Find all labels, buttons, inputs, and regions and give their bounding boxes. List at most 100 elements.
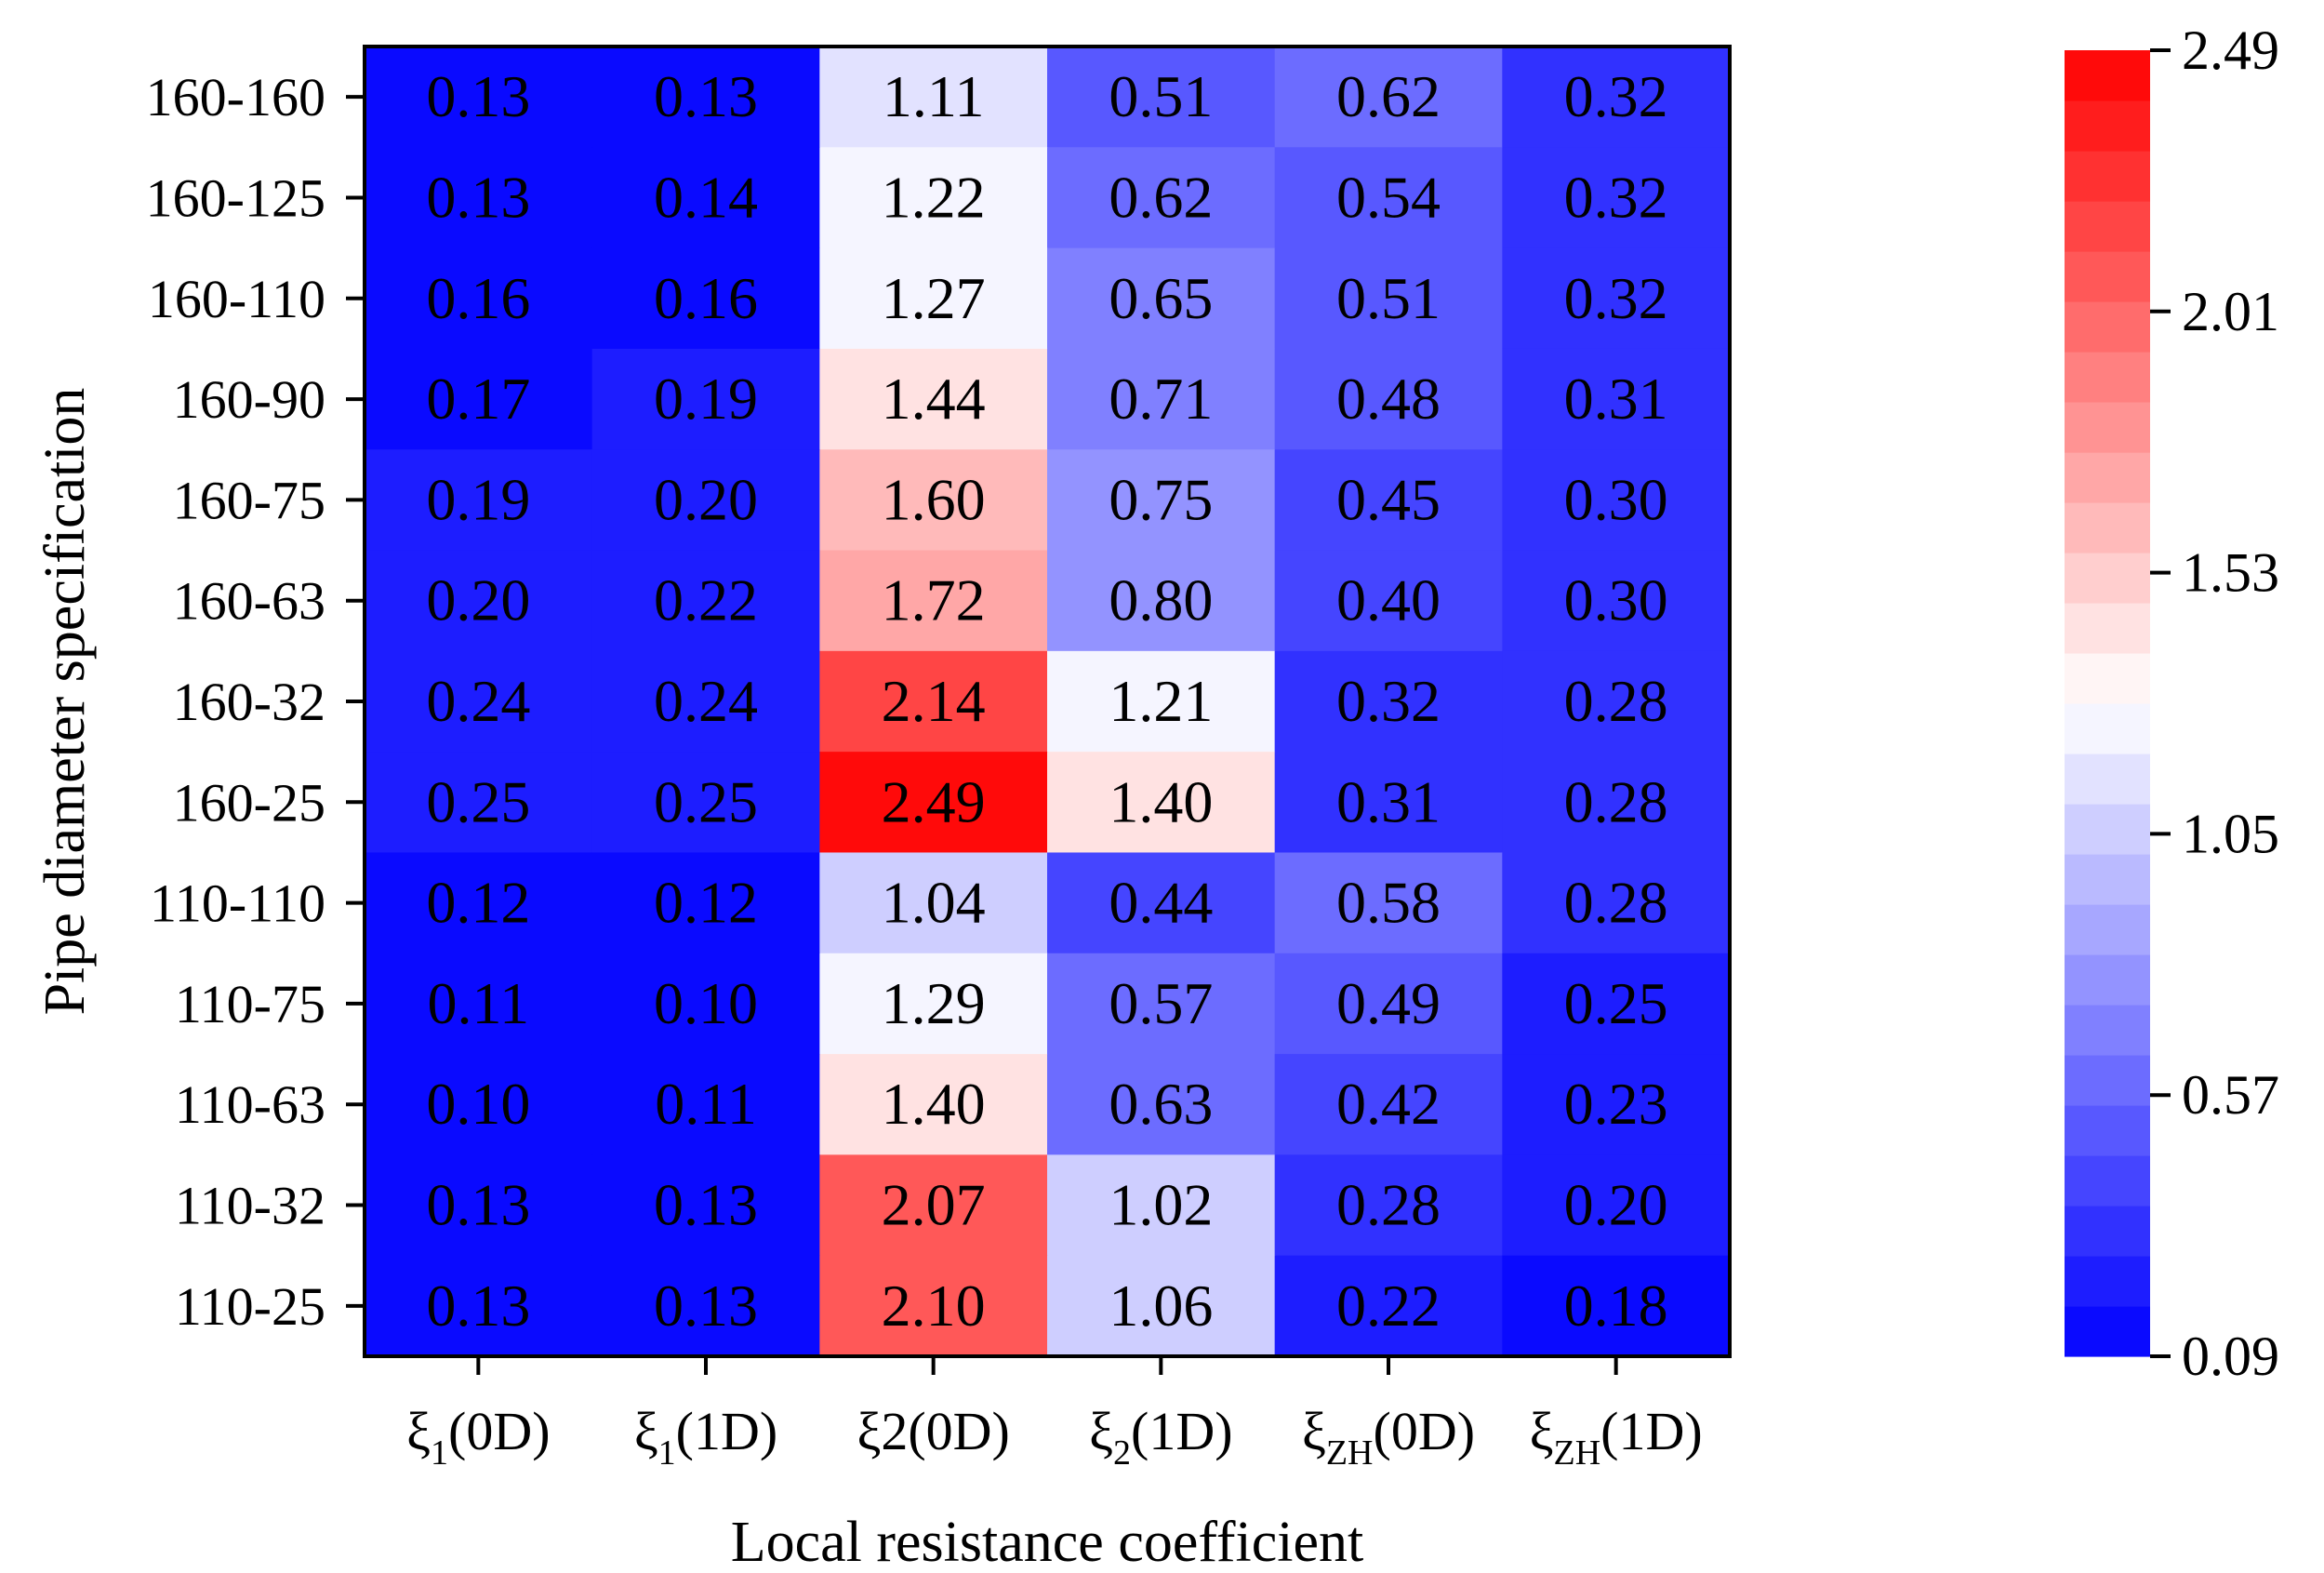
cell-value-label: 0.13 — [426, 1273, 530, 1339]
heatmap-cell — [1502, 852, 1731, 954]
colorbar-tick-label: 1.05 — [2182, 803, 2279, 864]
cell-value-label: 0.58 — [1336, 870, 1441, 936]
heatmap-cell — [1047, 1054, 1276, 1155]
cell-value-label: 0.28 — [1564, 668, 1668, 734]
cell-value-label: 0.10 — [426, 1071, 530, 1137]
cell-value-label: 0.12 — [654, 870, 758, 936]
cell-value-label: 0.13 — [426, 164, 530, 230]
cell-value-label: 0.25 — [1564, 970, 1668, 1036]
heatmap-cell — [1502, 953, 1731, 1055]
colorbar-segment — [2065, 251, 2150, 302]
colorbar-segment — [2065, 553, 2150, 604]
heatmap-cell — [1274, 47, 1503, 148]
cell-value-label: 0.19 — [654, 366, 758, 432]
heatmap-cell — [365, 1255, 593, 1357]
heatmap-cell — [591, 147, 820, 249]
heatmap-cell — [365, 1154, 593, 1257]
cell-value-label: 0.57 — [1109, 970, 1213, 1036]
heatmap-cell — [591, 247, 820, 350]
cell-value-label: 0.75 — [1109, 466, 1213, 532]
cell-value-label: 0.10 — [654, 970, 758, 1036]
heatmap-cell — [1502, 1054, 1731, 1155]
cell-value-label: 0.11 — [428, 970, 530, 1036]
heatmap-cell — [1502, 147, 1731, 249]
colorbar-segment — [2065, 753, 2150, 805]
colorbar-segment — [2065, 1206, 2150, 1257]
cell-value-label: 0.32 — [1564, 164, 1668, 230]
heatmap-cell — [365, 247, 593, 350]
heatmap-cell — [1274, 953, 1503, 1055]
heatmap-cell — [1274, 1255, 1503, 1357]
heatmap-cell — [365, 852, 593, 954]
cell-value-label: 0.19 — [426, 466, 530, 532]
y-tick-label: 160-160 — [146, 67, 325, 127]
colorbar-segment — [2065, 1155, 2150, 1206]
heatmap-cell — [591, 1154, 820, 1257]
heatmap-cell — [1274, 247, 1503, 350]
heatmap-cell — [819, 752, 1048, 854]
cell-value-label: 1.22 — [882, 164, 986, 230]
cell-value-label: 0.28 — [1336, 1172, 1441, 1238]
colorbar-segment — [2065, 502, 2150, 553]
cell-value-label: 1.29 — [882, 970, 986, 1036]
x-tick-label: ξZH(1D) — [1530, 1401, 1703, 1473]
heatmap-cell — [1047, 47, 1276, 148]
colorbar-segment — [2065, 1055, 2150, 1106]
y-tick-label: 110-75 — [175, 974, 325, 1034]
heatmap-cell — [1047, 348, 1276, 450]
heatmap-cell-labels: 0.13 0.13 1.11 0.51 0.62 0.32 0.13 0.14 1.22 0.62… — [426, 63, 1667, 1339]
y-tick-label: 160-63 — [173, 571, 325, 632]
cell-value-label: 0.30 — [1564, 466, 1668, 532]
colorbar-segment — [2065, 452, 2150, 503]
cell-value-label: 0.23 — [1564, 1071, 1668, 1137]
colorbar-tick-label: 0.57 — [2182, 1064, 2279, 1126]
cell-value-label: 0.28 — [1564, 768, 1668, 834]
heatmap-cell — [1047, 147, 1276, 249]
heatmap-cell — [365, 650, 593, 753]
y-tick-label: 160-32 — [173, 672, 325, 732]
heatmap-cell — [365, 550, 593, 652]
cell-value-label: 0.13 — [426, 1172, 530, 1238]
heatmap-cell — [819, 247, 1048, 350]
colorbar-segment — [2065, 653, 2150, 704]
heatmap-cell — [1502, 1154, 1731, 1257]
colorbar-segment — [2065, 703, 2150, 754]
cell-value-label: 1.21 — [1109, 668, 1213, 734]
colorbar-segment — [2065, 854, 2150, 905]
heatmap-cell — [365, 1054, 593, 1155]
colorbar-segment — [2065, 1105, 2150, 1156]
y-tick-label: 110-110 — [150, 873, 325, 934]
cell-value-label: 0.54 — [1336, 164, 1441, 230]
heatmap-cell — [1274, 752, 1503, 854]
cell-value-label: 0.22 — [654, 567, 758, 633]
heatmap-cell — [591, 449, 820, 552]
heatmap-cell — [1274, 348, 1503, 450]
cell-value-label: 0.20 — [654, 466, 758, 532]
cell-value-label: 0.17 — [426, 366, 530, 432]
cell-value-label: 1.27 — [882, 265, 986, 331]
cell-value-label: 1.02 — [1109, 1172, 1213, 1238]
cell-value-label: 0.25 — [654, 768, 758, 834]
colorbar-tick-label: 0.09 — [2182, 1326, 2279, 1387]
colorbar-tick-label: 2.49 — [2182, 20, 2279, 81]
heatmap-cell — [1047, 852, 1276, 954]
cell-value-label: 0.16 — [654, 265, 758, 331]
heatmap-cell — [591, 348, 820, 450]
heatmap-cell — [1047, 1255, 1276, 1357]
cell-value-label: 0.13 — [654, 1172, 758, 1238]
cell-value-label: 0.63 — [1109, 1071, 1213, 1137]
x-tick-label: ξ2(0D) — [857, 1401, 1009, 1461]
cell-value-label: 0.24 — [654, 668, 758, 734]
cell-value-label: 0.20 — [1564, 1172, 1668, 1238]
cell-value-label: 2.49 — [882, 768, 986, 834]
cell-value-label: 0.14 — [654, 164, 758, 230]
heatmap-cell — [1502, 247, 1731, 350]
cell-value-label: 0.51 — [1336, 265, 1441, 331]
cell-value-label: 0.22 — [1336, 1273, 1441, 1339]
heatmap-cell — [1274, 1054, 1503, 1155]
cell-value-label: 0.12 — [426, 870, 530, 936]
cell-value-label: 0.32 — [1564, 63, 1668, 129]
cell-value-label: 2.14 — [882, 668, 986, 734]
y-tick-label: 160-25 — [173, 772, 325, 833]
colorbar-segment — [2065, 954, 2150, 1006]
